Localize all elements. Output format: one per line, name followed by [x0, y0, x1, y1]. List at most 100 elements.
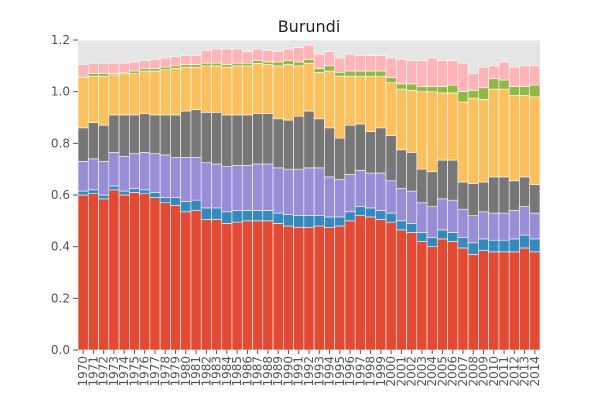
x-tick-label: 2008: [466, 356, 480, 387]
bar-segment-series-4-2004: [426, 171, 438, 207]
bar-segment-series-1-2009: [478, 250, 489, 351]
x-tick-label: 1996: [343, 356, 357, 387]
bar-segment-series-6-1980: [180, 64, 192, 68]
bar-segment-series-7-1990: [283, 48, 294, 61]
bar-segment-series-5-1985: [231, 65, 243, 116]
bar-segment-series-1-1982: [200, 219, 212, 351]
bar-segment-series-4-1991: [293, 115, 305, 170]
bar-segment-series-2-2006: [447, 232, 459, 242]
bar-segment-series-5-2013: [519, 95, 531, 178]
x-tick-label: 2001: [394, 356, 408, 387]
x-tick-label: 1974: [117, 356, 131, 387]
bar-segment-series-3-2001: [395, 188, 407, 222]
bar-segment-series-3-1982: [200, 162, 212, 209]
bar-segment-series-4-2006: [447, 159, 459, 201]
bar-segment-series-5-1979: [170, 68, 181, 116]
bar-segment-series-6-1972: [98, 73, 110, 77]
bar-segment-series-4-1976: [139, 113, 151, 153]
x-tick-label: 2007: [456, 356, 470, 387]
bar-segment-series-7-1977: [149, 59, 161, 69]
bar-segment-series-7-2010: [488, 65, 500, 80]
bar-segment-series-2-2005: [437, 229, 448, 240]
bar-segment-series-4-1974: [118, 114, 130, 157]
bar-segment-series-7-2006: [447, 60, 459, 86]
bar-segment-series-3-1987: [252, 163, 264, 211]
bar-segment-series-6-2014: [529, 84, 541, 98]
bar-segment-series-7-2004: [426, 57, 438, 87]
bar-segment-series-7-1980: [180, 55, 192, 65]
bar-segment-series-3-1988: [262, 163, 274, 211]
bar-segment-series-1-1976: [139, 193, 151, 351]
bar-segment-series-1-1978: [159, 202, 171, 351]
bar-segment-series-1-2008: [467, 254, 479, 351]
bar-segment-series-7-1987: [252, 48, 264, 61]
x-tick-label: 2013: [518, 356, 532, 387]
x-tick-label: 1980: [179, 356, 193, 387]
bar-segment-series-5-2004: [426, 91, 438, 173]
bar-segment-series-6-1998: [365, 70, 377, 77]
bar-segment-series-5-2000: [385, 82, 397, 136]
bar-segment-series-1-1998: [365, 216, 377, 351]
bar-segment-series-6-1979: [170, 65, 181, 69]
bar-segment-series-5-1989: [272, 65, 284, 120]
bar-segment-series-1-1983: [211, 219, 223, 351]
bar-segment-series-6-1983: [211, 62, 223, 67]
x-tick-label: 1979: [169, 356, 183, 387]
x-tick-label: 1999: [374, 356, 388, 387]
chart-title: Burundi: [278, 17, 341, 36]
bar-segment-series-4-2000: [385, 135, 397, 182]
bar-segment-series-1-2005: [437, 238, 448, 351]
bar-segment-series-1-2010: [488, 251, 500, 351]
bar-segment-series-5-1998: [365, 75, 377, 133]
bar-segment-series-7-1999: [375, 55, 387, 72]
bar-segment-series-3-2004: [426, 206, 438, 238]
bar-segment-series-3-1974: [118, 155, 130, 192]
bar-segment-series-2-2007: [457, 237, 469, 249]
bar-segment-series-2-1982: [200, 207, 212, 220]
bar-segment-series-2-1981: [190, 199, 202, 211]
bar-segment-series-5-2011: [498, 88, 510, 178]
x-tick-label: 2004: [425, 356, 439, 387]
y-tick-label: 1.0: [51, 85, 70, 99]
bar-segment-series-7-1975: [129, 61, 140, 72]
bar-segment-series-1-2004: [426, 246, 438, 351]
bar-segment-series-6-2007: [457, 91, 469, 103]
x-tick-label: 1987: [251, 356, 265, 387]
bar-segment-series-6-1971: [87, 73, 99, 77]
x-tick-label: 1985: [230, 356, 244, 387]
bar-segment-series-3-1990: [283, 168, 294, 215]
bar-segment-series-3-1976: [139, 152, 151, 191]
bar-segment-series-5-1993: [313, 71, 325, 120]
bar-segment-series-3-1977: [149, 153, 161, 193]
bar-segment-series-1-1974: [118, 194, 130, 351]
bar-segment-series-1-1980: [180, 211, 192, 351]
bar-segment-series-4-1987: [252, 113, 264, 165]
bar-segment-series-3-2010: [488, 212, 500, 241]
bar-segment-series-5-2008: [467, 97, 479, 184]
bar-segment-series-1-1979: [170, 205, 181, 351]
y-tick-label: 0.4: [51, 240, 70, 254]
bar-segment-series-4-1992: [303, 110, 315, 169]
bar-segment-series-7-2008: [467, 73, 479, 91]
bar-segment-series-7-1991: [293, 47, 305, 63]
x-tick-label: 1970: [76, 356, 90, 387]
bar-segment-series-5-2012: [508, 95, 520, 182]
bar-segment-series-2-2000: [385, 212, 397, 223]
x-tick-label: 2010: [487, 356, 501, 387]
bar-segment-series-5-2009: [478, 99, 489, 183]
bar-segment-series-3-2011: [498, 212, 510, 241]
bar-segment-series-1-1987: [252, 220, 264, 351]
bar-segment-series-7-1989: [272, 51, 284, 63]
bar-segment-series-2-1986: [241, 210, 253, 222]
bar-segment-series-3-1986: [241, 164, 253, 211]
bar-segment-series-2-1991: [293, 215, 305, 228]
bar-segment-series-6-2001: [395, 83, 407, 90]
bar-segment-series-4-1975: [129, 114, 140, 154]
bar-segment-series-2-1972: [98, 194, 110, 200]
bar-segment-series-6-1975: [129, 70, 140, 74]
bar-segment-series-5-1974: [118, 73, 130, 116]
x-tick-label: 2014: [528, 356, 542, 387]
bar-segment-series-7-1986: [241, 51, 253, 64]
bar-segment-series-2-1979: [170, 197, 181, 206]
bar-segment-series-3-2013: [519, 206, 531, 236]
